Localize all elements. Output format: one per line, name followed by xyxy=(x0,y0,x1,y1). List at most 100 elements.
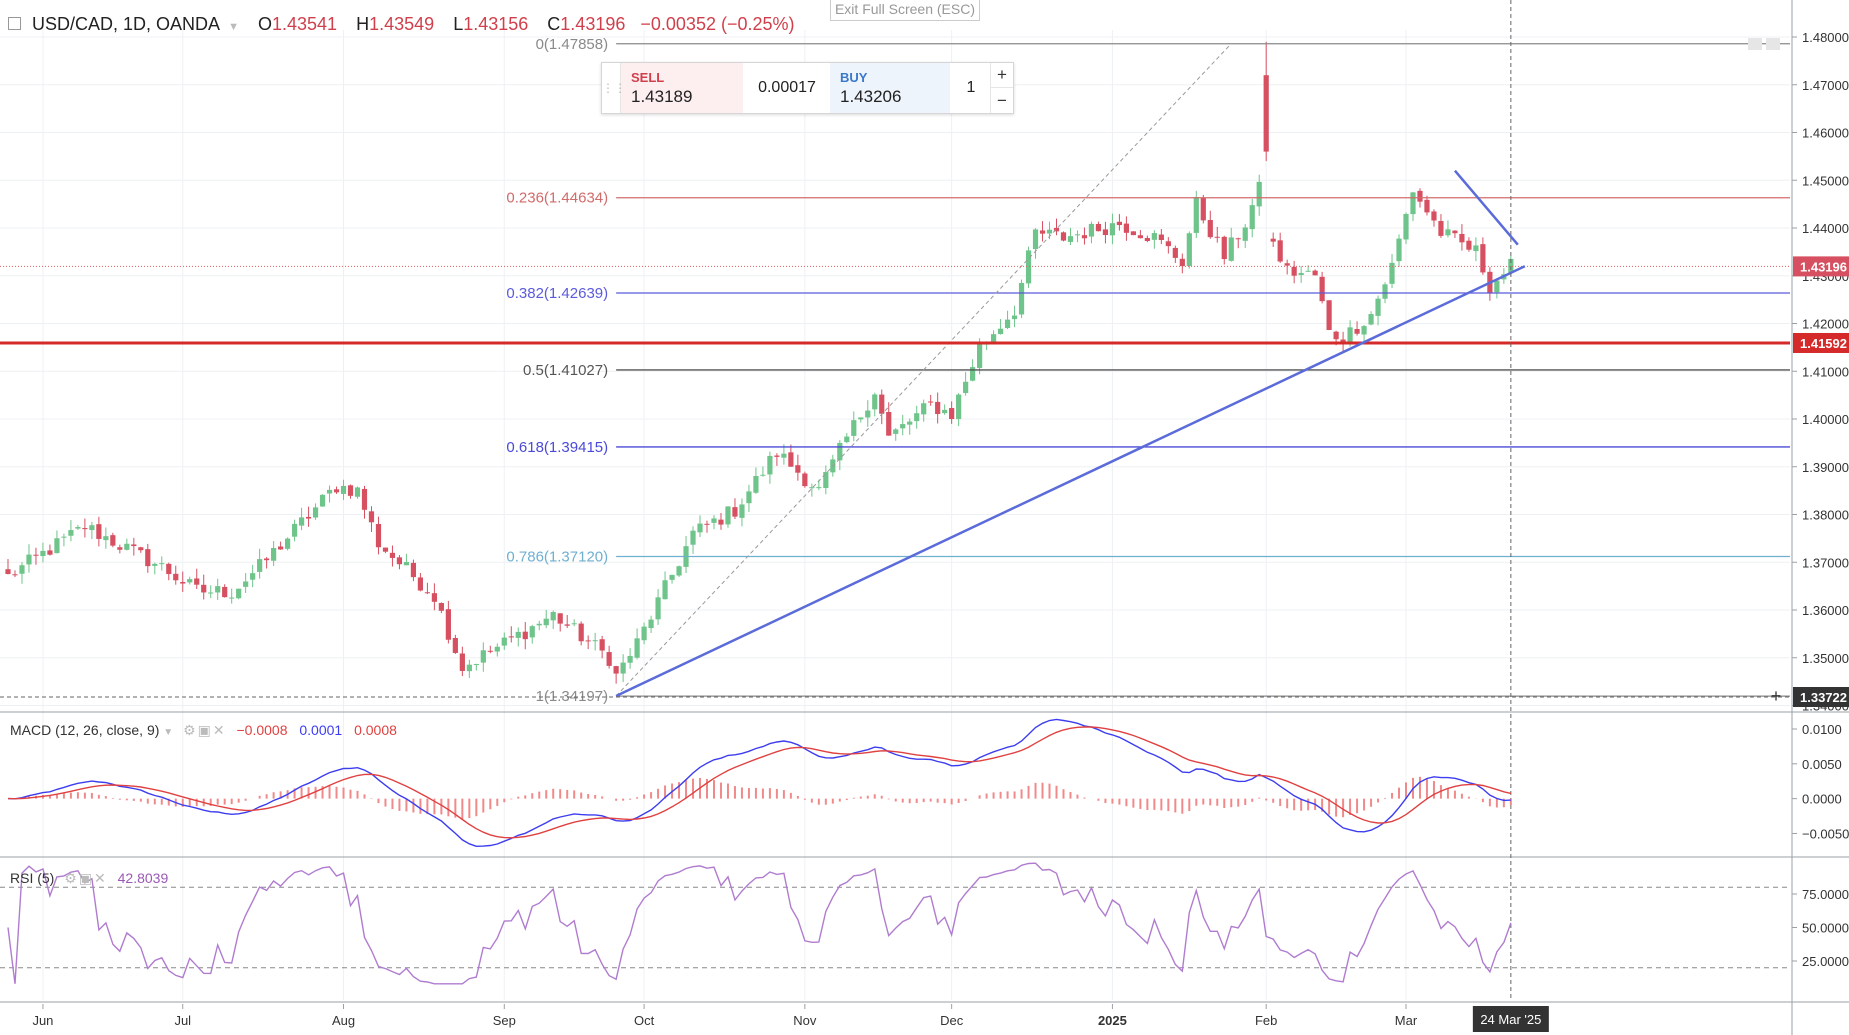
macd-value-3: 0.0008 xyxy=(354,722,397,738)
candle-body xyxy=(837,442,843,461)
candle-body xyxy=(229,597,235,599)
buy-price: 1.43206 xyxy=(840,87,902,106)
high-label: H xyxy=(356,14,370,34)
chart-menu-icon[interactable] xyxy=(8,16,21,30)
macd-value-1: −0.0008 xyxy=(236,722,288,738)
candle-body xyxy=(753,475,759,493)
candle-body xyxy=(243,581,249,587)
symbol-dropdown-icon[interactable]: ▼ xyxy=(228,21,239,33)
candle-body xyxy=(459,653,465,671)
candle-body xyxy=(676,566,682,576)
candle-body xyxy=(823,472,829,488)
candle-body xyxy=(1298,272,1304,276)
candle-body xyxy=(536,623,542,626)
candle-body xyxy=(1270,238,1276,242)
candle-body xyxy=(12,574,18,576)
candle-body xyxy=(802,473,808,487)
candle-body xyxy=(1424,199,1430,213)
candle-body xyxy=(82,528,88,530)
candle-body xyxy=(1445,229,1451,236)
candle-body xyxy=(1256,181,1262,207)
candle-body xyxy=(278,546,284,550)
candle-body xyxy=(1333,331,1339,340)
candle-body xyxy=(508,636,514,638)
candle-body xyxy=(1291,266,1297,276)
candle-body xyxy=(1200,197,1206,221)
candle-body xyxy=(340,485,347,494)
rsi-legend: RSI (5) ⚙▣✕ 42.8039 xyxy=(10,870,168,887)
symbol-name[interactable]: USD/CAD, 1D, OANDA xyxy=(32,14,220,34)
candle-body xyxy=(564,624,570,626)
candle-body xyxy=(1074,234,1081,236)
candle-body xyxy=(711,518,717,523)
cursor-date-badge: 24 Mar '25 xyxy=(1480,1012,1541,1027)
candles xyxy=(5,41,1514,684)
fib-level-label: 0.618(1.39415) xyxy=(506,439,608,456)
rsi-settings-icon[interactable]: ⚙▣✕ xyxy=(64,870,108,886)
candle-body xyxy=(347,485,354,496)
candle-body xyxy=(739,504,745,518)
time-tick-label: Jul xyxy=(174,1013,191,1028)
candle-body xyxy=(1396,238,1402,262)
candle-body xyxy=(522,631,528,640)
macd-value-2: 0.0001 xyxy=(299,722,343,738)
candle-body xyxy=(795,465,801,473)
macd-dropdown-icon[interactable]: ▼ xyxy=(163,727,174,738)
candle-body xyxy=(606,652,612,666)
candle-body xyxy=(389,552,396,558)
cursor-date-badge-bg xyxy=(1472,1006,1549,1032)
candle-body xyxy=(424,592,430,594)
candle-body xyxy=(886,411,892,436)
rsi-line xyxy=(7,862,1512,985)
candle-body xyxy=(990,334,997,343)
crosshair-icon: + xyxy=(1771,686,1782,706)
quantity-decrease-button[interactable]: − xyxy=(990,88,1013,113)
candle-body xyxy=(1081,235,1088,239)
candle-body xyxy=(1242,227,1248,241)
candle-body xyxy=(872,394,878,410)
candle-body xyxy=(781,453,787,458)
price-tick-label: 1.47000 xyxy=(1802,78,1849,93)
macd-label[interactable]: MACD (12, 26, close, 9) xyxy=(10,722,160,738)
candle-body xyxy=(1459,233,1465,243)
fit-icon xyxy=(1766,38,1780,50)
buy-button[interactable]: BUY 1.43206 xyxy=(830,63,950,113)
cursor-price-badge-bg xyxy=(1793,687,1849,707)
candle-body xyxy=(515,631,521,638)
candle-body xyxy=(1011,315,1018,320)
candle-body xyxy=(305,516,312,519)
low-label: L xyxy=(453,14,464,34)
candle-body xyxy=(145,549,151,567)
rsi-value: 42.8039 xyxy=(117,870,169,886)
candle-body xyxy=(250,573,256,580)
candle-body xyxy=(131,544,137,547)
candle-body xyxy=(578,623,584,642)
candle-body xyxy=(1102,229,1109,236)
exit-fullscreen-button[interactable]: Exit Full Screen (ESC) xyxy=(830,0,980,21)
candle-body xyxy=(997,328,1004,335)
candle-body xyxy=(333,489,340,493)
quantity-input[interactable]: 1 xyxy=(966,79,976,96)
indicator-settings-icon[interactable]: ⚙▣✕ xyxy=(183,722,227,738)
candle-body xyxy=(438,602,444,611)
time-tick-label: Mar xyxy=(1395,1013,1418,1028)
candle-body xyxy=(326,489,333,494)
candle-body xyxy=(879,394,885,414)
quantity-increase-button[interactable]: + xyxy=(990,63,1013,88)
candle-body xyxy=(96,524,102,539)
rsi-label[interactable]: RSI (5) xyxy=(10,870,55,886)
candle-body xyxy=(1039,230,1046,234)
candle-body xyxy=(1417,190,1423,202)
candle-body xyxy=(466,664,472,672)
change-value: −0.00352 (−0.25%) xyxy=(640,14,795,34)
candle-body xyxy=(788,452,794,467)
fib-level-label: 0.5(1.41027) xyxy=(523,362,608,379)
drag-handle-icon[interactable]: ⋮⋮ xyxy=(602,63,626,113)
candle-body xyxy=(1186,233,1192,266)
sell-button[interactable]: SELL 1.43189 xyxy=(621,63,743,113)
candle-body xyxy=(40,550,46,557)
symbol-header: USD/CAD, 1D, OANDA ▼ O1.43541 H1.43549 L… xyxy=(8,14,795,35)
macd-legend: MACD (12, 26, close, 9) ▼ ⚙▣✕ −0.0008 0.… xyxy=(10,722,397,739)
candle-body xyxy=(61,536,67,538)
